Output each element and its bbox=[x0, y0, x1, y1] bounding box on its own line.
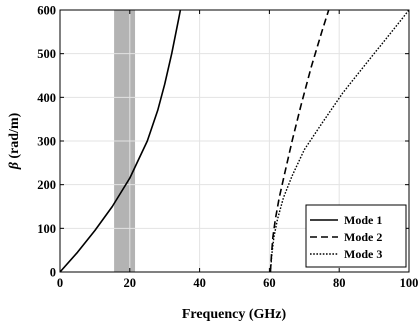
y-tick-label: 400 bbox=[37, 91, 56, 105]
legend: Mode 1 Mode 2 Mode 3 bbox=[305, 204, 407, 268]
y-axis-ticks: 0 100 200 300 400 500 600 bbox=[37, 4, 409, 280]
y-tick-label: 300 bbox=[37, 135, 56, 149]
y-tick-label: 500 bbox=[37, 47, 56, 61]
y-tick-label: 200 bbox=[37, 178, 56, 192]
x-tick-label: 80 bbox=[333, 276, 346, 290]
series-lines bbox=[59, 9, 410, 273]
x-axis-ticks: 0 20 40 60 80 100 bbox=[57, 10, 419, 290]
x-tick-label: 20 bbox=[124, 276, 137, 290]
y-axis-label-symbol: β bbox=[7, 161, 22, 170]
legend-label-mode-3: Mode 3 bbox=[344, 247, 382, 261]
y-axis-label-unit: (rad/m) bbox=[7, 112, 22, 162]
x-tick-label: 100 bbox=[400, 276, 419, 290]
x-tick-label: 40 bbox=[193, 276, 206, 290]
legend-label-mode-1: Mode 1 bbox=[344, 213, 382, 227]
y-tick-label: 100 bbox=[37, 222, 56, 236]
x-tick-label: 60 bbox=[263, 276, 276, 290]
grid-lines bbox=[60, 10, 409, 272]
y-tick-label: 600 bbox=[37, 4, 56, 18]
y-tick-label: 0 bbox=[50, 266, 56, 280]
x-axis-label: Frequency (GHz) bbox=[182, 307, 287, 322]
legend-label-mode-2: Mode 2 bbox=[344, 230, 382, 244]
x-tick-label: 0 bbox=[57, 276, 63, 290]
series-line-mode-3 bbox=[269, 9, 410, 273]
y-axis-label: β (rad/m) bbox=[7, 112, 22, 170]
series-line-mode-2 bbox=[269, 9, 330, 273]
legend-box bbox=[305, 204, 407, 268]
series-line-mode-1 bbox=[59, 9, 182, 273]
